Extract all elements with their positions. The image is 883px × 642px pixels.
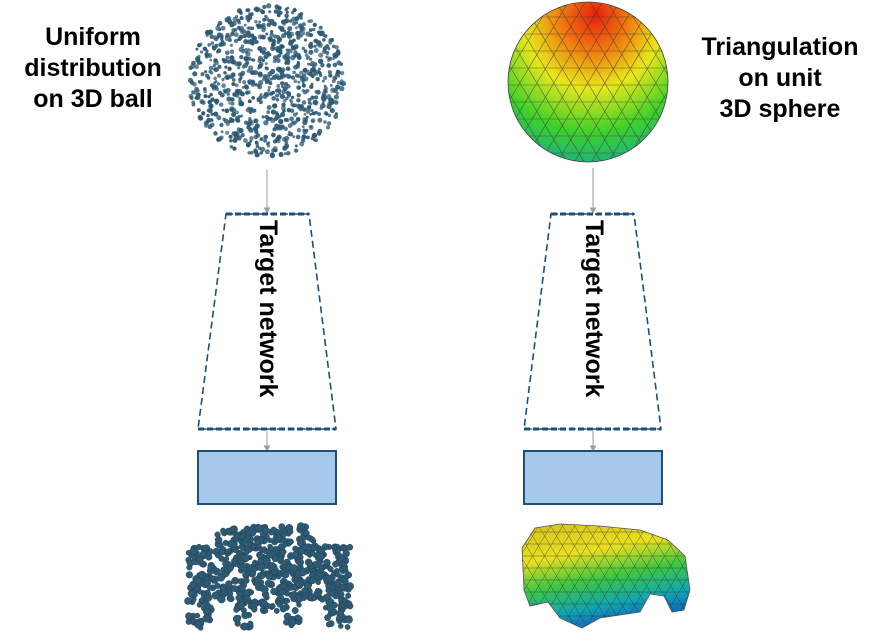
left-caption-line: distribution [24,54,162,82]
left-network-label: Target network [254,220,282,398]
right-caption-line: on unit [738,64,822,92]
right-connectors [589,168,597,453]
point-cloud-car-icon [184,522,354,631]
right-caption-line: Triangulation [701,33,859,61]
left-caption-line: on 3D ball [33,85,153,113]
left-connectors [263,170,271,453]
point-cloud-ball-icon [187,3,347,159]
right-caption: Triangulation on unit 3D sphere [690,32,870,125]
right-caption-line: 3D sphere [719,95,841,123]
right-output-box [523,450,663,505]
left-output-box [197,450,337,505]
mesh-car-icon [521,523,691,629]
right-network-label: Target network [580,220,608,398]
left-caption: Uniform distribution on 3D ball [8,22,178,115]
left-caption-line: Uniform [45,23,141,51]
